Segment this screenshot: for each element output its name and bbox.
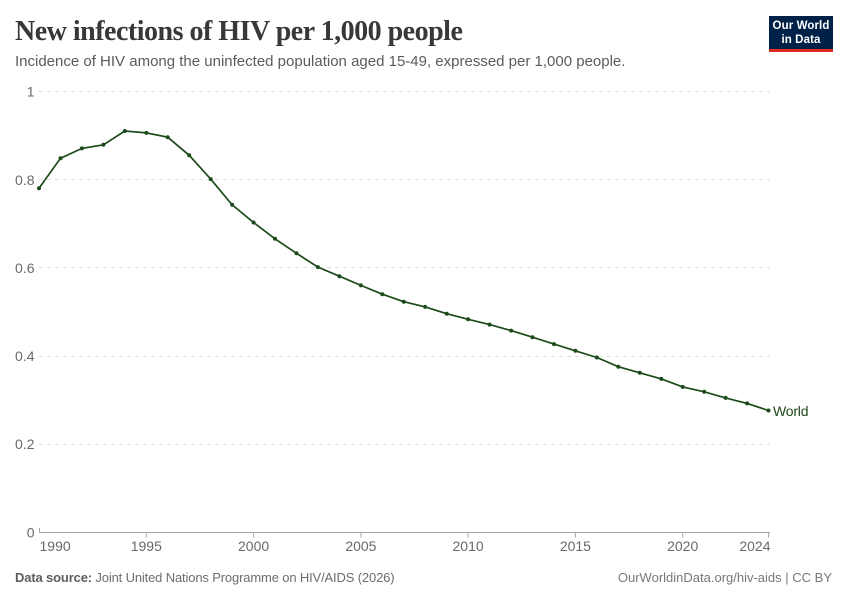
svg-text:World: World (773, 403, 808, 419)
svg-text:2000: 2000 (238, 538, 269, 554)
svg-text:0.6: 0.6 (15, 260, 35, 276)
svg-text:1995: 1995 (131, 538, 162, 554)
svg-text:1990: 1990 (40, 538, 71, 554)
svg-text:2005: 2005 (345, 538, 376, 554)
svg-text:2010: 2010 (453, 538, 484, 554)
svg-text:2020: 2020 (667, 538, 698, 554)
svg-text:1: 1 (27, 84, 35, 100)
svg-text:2015: 2015 (560, 538, 591, 554)
svg-text:0.4: 0.4 (15, 348, 35, 364)
svg-text:0: 0 (27, 524, 35, 540)
svg-text:0.8: 0.8 (15, 172, 35, 188)
svg-text:2024: 2024 (739, 538, 770, 554)
svg-text:0.2: 0.2 (15, 436, 35, 452)
